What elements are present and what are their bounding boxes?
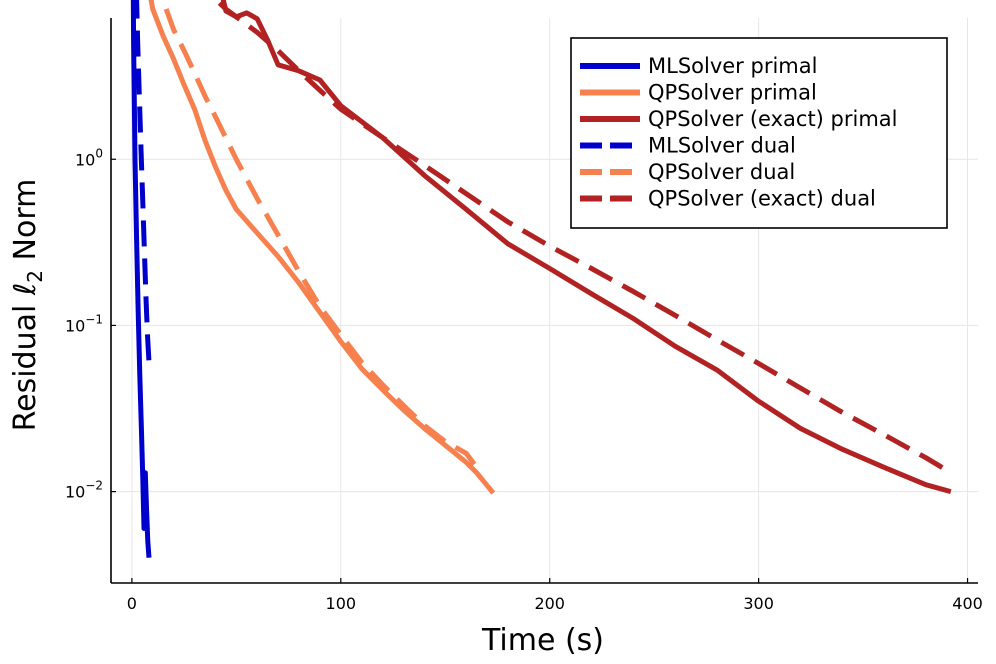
y-tick-base: 10	[75, 150, 95, 169]
legend-label: QPSolver primal	[648, 81, 817, 105]
y-tick-base: 10	[75, 0, 95, 3]
legend-label: MLSolver primal	[648, 54, 817, 78]
tick-labels: 010020030040010210110010−110−2	[65, 0, 983, 613]
y-tick-exponent: −1	[85, 312, 103, 326]
x-tick-label: 0	[127, 594, 137, 613]
y-axis-title-main: Residual	[8, 295, 43, 431]
y-tick-base: 10	[65, 483, 85, 502]
y-axis-title-symbol: ℓ	[8, 283, 43, 296]
legend-label: QPSolver (exact) primal	[648, 107, 898, 131]
y-tick-label: 100	[75, 146, 103, 169]
x-tick-label: 300	[743, 594, 774, 613]
x-axis-title: Time (s)	[481, 623, 604, 658]
series-line-qpsolver-primal	[148, 0, 496, 495]
x-tick-label: 100	[326, 594, 357, 613]
y-tick-label: 10−2	[65, 479, 103, 502]
legend-label: QPSolver dual	[648, 160, 795, 184]
y-tick-label: 10−1	[65, 312, 103, 335]
axes	[110, 18, 978, 584]
y-tick-exponent: −2	[85, 479, 103, 493]
y-axis-title-subscript: 2	[23, 270, 47, 283]
series-line-qpsolver-exact-dual	[213, 0, 953, 475]
x-tick-label: 200	[534, 594, 565, 613]
series-line-mlsolver-primal	[130, 0, 152, 558]
series-layer	[130, 0, 953, 558]
x-tick-label: 400	[952, 594, 983, 613]
legend-label: QPSolver (exact) dual	[648, 187, 876, 211]
y-axis-title: Residual ℓ2 Norm	[8, 179, 47, 432]
series-line-mlsolver-dual	[134, 0, 152, 363]
y-axis-title-tail: Norm	[8, 179, 43, 270]
y-tick-base: 10	[65, 316, 85, 335]
legend-box	[570, 37, 948, 229]
legend-label: MLSolver dual	[648, 134, 796, 158]
series-line-qpsolver-exact-primal	[220, 0, 952, 495]
y-tick-exponent: 0	[95, 146, 103, 160]
series-line-qpsolver-dual	[160, 0, 479, 469]
y-tick-label: 101	[75, 0, 103, 3]
